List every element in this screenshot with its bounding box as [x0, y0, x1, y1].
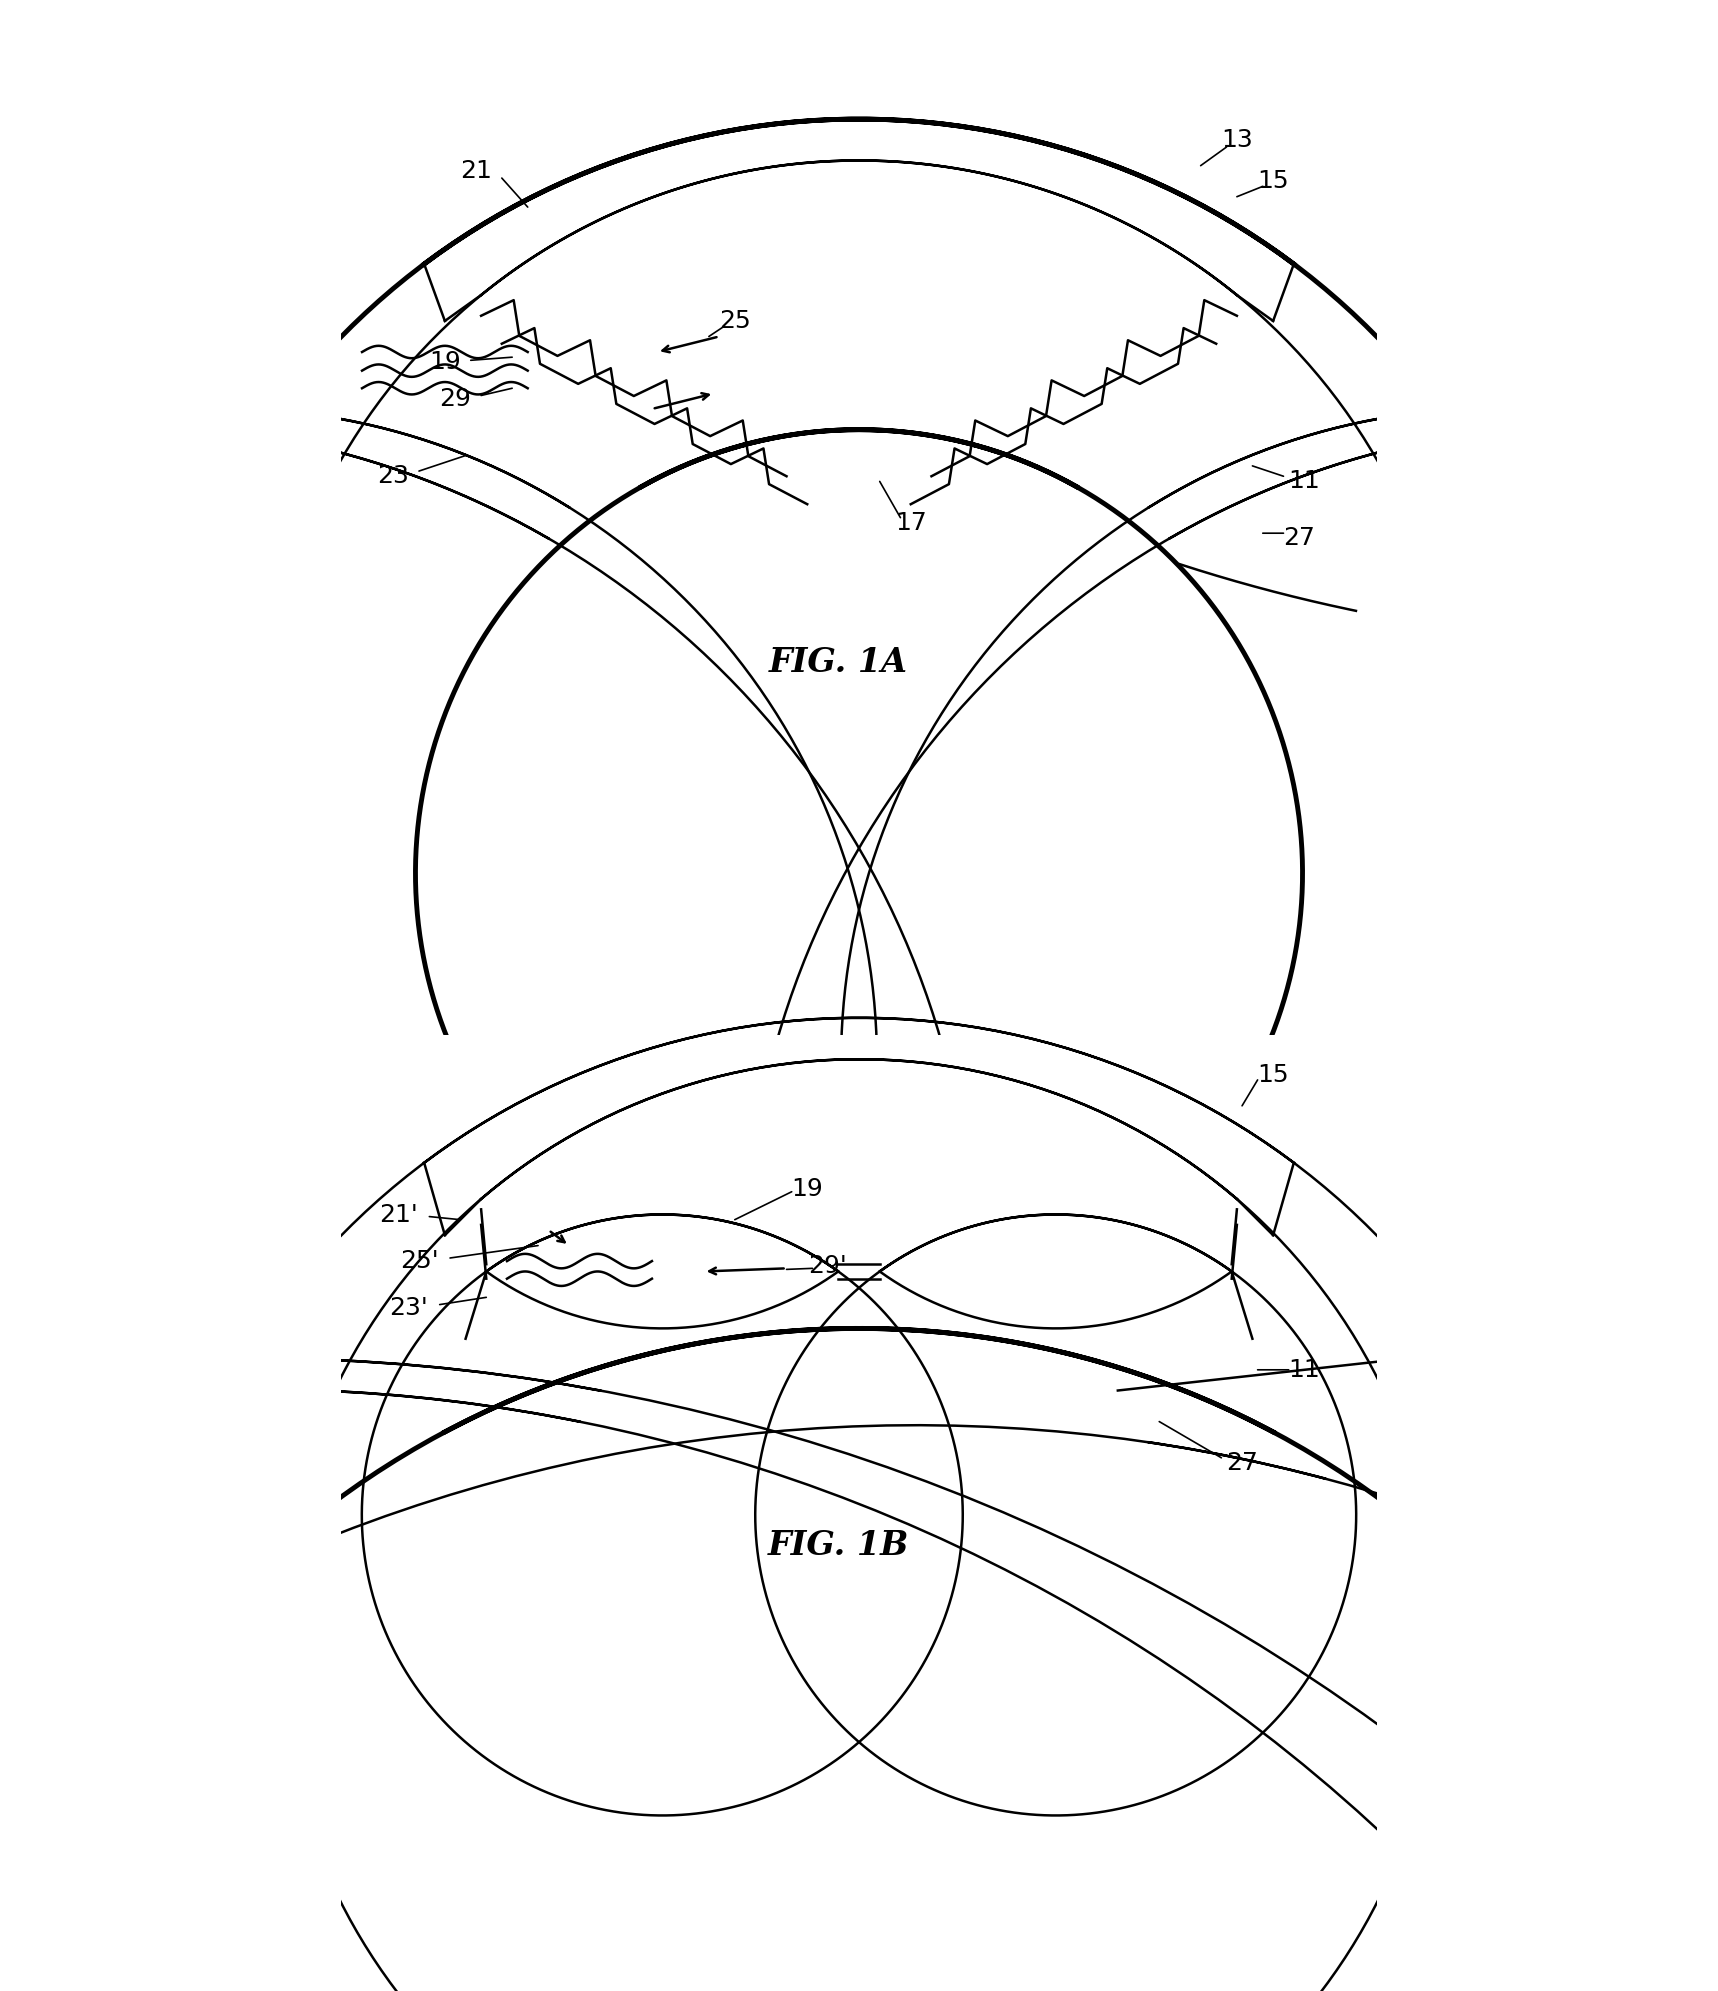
Text: 21: 21: [460, 159, 491, 183]
Text: 27: 27: [1283, 526, 1314, 550]
Text: 15: 15: [1258, 169, 1288, 193]
Text: 19: 19: [792, 1177, 823, 1201]
Text: 21': 21': [380, 1203, 417, 1226]
Text: 23': 23': [390, 1296, 428, 1320]
Text: FIG. 1A: FIG. 1A: [768, 647, 907, 679]
Text: 17: 17: [895, 512, 926, 536]
Text: 29': 29': [809, 1254, 847, 1278]
Text: 25: 25: [718, 309, 751, 332]
Text: 29: 29: [440, 386, 471, 410]
Text: 27: 27: [1227, 1451, 1258, 1475]
Text: 25': 25': [400, 1248, 438, 1272]
Text: 13: 13: [1221, 127, 1252, 151]
Text: FIG. 1B: FIG. 1B: [768, 1529, 909, 1563]
Text: 11: 11: [1288, 1358, 1319, 1382]
Text: 11: 11: [1288, 470, 1319, 494]
Text: 15: 15: [1258, 1063, 1288, 1087]
Text: 23: 23: [378, 464, 409, 488]
Text: 19: 19: [430, 350, 460, 374]
